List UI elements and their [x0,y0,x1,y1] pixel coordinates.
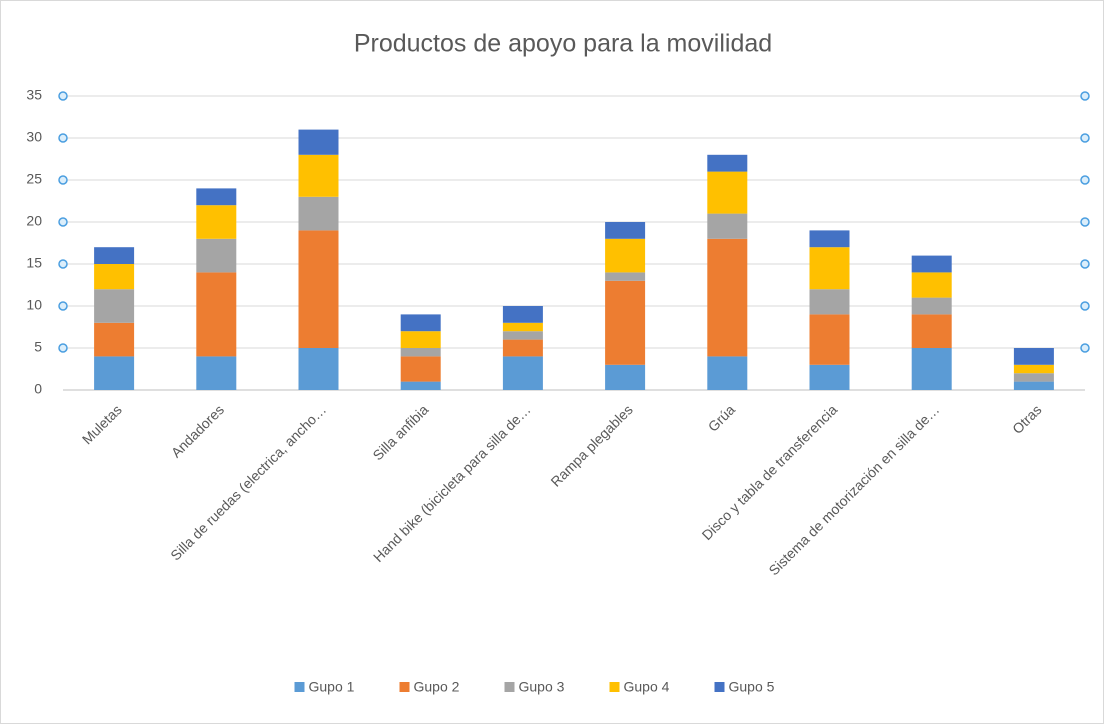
bar-segment [911,348,952,390]
legend-label: Gupo 3 [519,679,565,695]
selection-handle [1080,343,1090,353]
bar-segment [1013,348,1054,365]
bar-segment [298,154,339,197]
bar-segment [196,238,237,273]
selection-handle [58,259,68,269]
y-tick-label: 30 [26,129,42,145]
bar-segment [605,272,646,281]
bar-segment [1013,364,1054,374]
bar-segment [196,272,237,357]
bar-segment [809,364,850,390]
selection-handle [1080,217,1090,227]
bar-segment [707,356,748,390]
selection-handle [58,301,68,311]
y-tick-label: 25 [26,171,42,187]
bar-segment [809,314,850,365]
bar-segment [94,247,135,264]
selection-handle [58,343,68,353]
bar-segment [605,364,646,390]
bar-segment [707,238,748,357]
bar-segment [809,247,850,290]
bar-segment [196,205,237,239]
y-tick-label: 5 [34,339,42,355]
bar-segment [605,238,646,273]
bar-segment [1013,381,1054,390]
legend-swatch [399,682,410,692]
bar-segment [400,314,441,332]
bar-segment [911,255,952,273]
legend-label: Gupo 1 [309,679,355,695]
bar-segment [707,171,748,214]
bar-segment [94,322,135,357]
bar-segment [400,356,441,382]
bar-segment [502,306,543,323]
legend-label: Gupo 4 [624,679,670,695]
selection-handle [1080,133,1090,143]
bar-segment [911,272,952,298]
selection-handle [58,91,68,101]
bar-segment [605,280,646,365]
bar-segment [298,196,339,231]
bar-segment [196,188,237,206]
bar-segment [605,222,646,239]
y-tick-label: 10 [26,297,42,313]
bar-segment [196,356,237,390]
selection-handle [58,217,68,227]
bar-segment [298,129,339,155]
bar-segment [502,331,543,340]
bar-segment [400,381,441,390]
selection-handle [58,175,68,185]
bar-segment [1013,373,1054,382]
selection-handle [1080,259,1090,269]
y-tick-label: 0 [34,381,42,397]
bar-segment [809,289,850,315]
legend-swatch [504,682,515,692]
bar-segment [707,213,748,239]
selection-handle [1080,91,1090,101]
bar-segment [809,230,850,248]
bar-segment [94,289,135,323]
bar-segment [94,356,135,390]
bar-segment [502,322,543,332]
bar-segment [502,339,543,357]
legend-swatch [609,682,620,692]
chart-title: Productos de apoyo para la movilidad [354,30,772,58]
selection-handle [1080,175,1090,185]
bar-segment [502,356,543,390]
legend-swatch [294,682,305,692]
bar-segment [707,154,748,172]
legend-swatch [714,682,725,692]
legend-label: Gupo 2 [414,679,460,695]
y-tick-label: 35 [26,87,42,103]
bar-segment [911,314,952,348]
selection-handle [1080,301,1090,311]
selection-handle [58,133,68,143]
bar-segment [298,230,339,348]
legend-label: Gupo 5 [729,679,775,695]
y-tick-label: 15 [26,255,42,271]
bar-segment [298,348,339,390]
y-tick-label: 20 [26,213,42,229]
bar-segment [400,331,441,348]
bar-segment [94,264,135,290]
bar-segment [911,297,952,315]
bar-segment [400,348,441,357]
